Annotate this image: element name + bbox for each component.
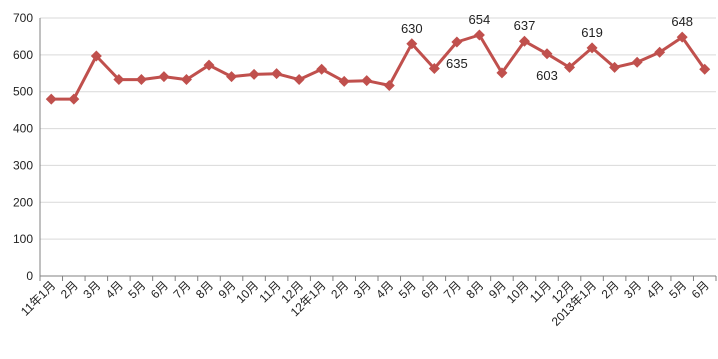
data-point [451,36,463,48]
data-point [271,68,283,80]
data-point [406,38,418,50]
x-tick-label: 8月 [193,278,216,301]
data-point [496,67,508,79]
data-label: 648 [671,14,693,29]
data-point [361,75,373,87]
data-label: 635 [446,56,468,71]
x-tick-label: 3月 [80,278,103,301]
x-tick-label: 2月 [58,278,81,301]
x-tick-label: 3月 [621,278,644,301]
data-point [609,61,621,73]
data-point [180,74,192,86]
x-tick-label: 11月 [257,278,284,305]
x-tick-label: 7月 [441,278,464,301]
x-tick-label: 6月 [418,278,441,301]
data-point [68,93,80,105]
data-point [428,62,440,74]
data-point [248,68,260,80]
data-point [293,74,305,86]
x-tick-label: 5月 [396,278,419,301]
data-point [631,56,643,68]
data-point [541,48,553,60]
x-tick-label: 10月 [233,278,261,306]
y-tick-label: 0 [26,269,33,283]
x-tick-label: 4月 [103,278,126,301]
x-tick-label: 5月 [666,278,689,301]
x-tick-label: 7月 [170,278,193,301]
data-point [316,63,328,75]
data-label: 603 [536,68,558,83]
data-point [158,71,170,83]
data-label: 654 [469,12,491,27]
data-point [226,71,238,83]
x-tick-label: 3月 [351,278,374,301]
x-tick-label: 11年1月 [18,278,58,318]
data-point [203,59,215,71]
data-point [135,74,147,86]
data-point [654,46,666,58]
data-point [90,50,102,62]
data-point [586,42,598,54]
data-point [699,63,711,75]
x-tick-label: 2月 [599,278,622,301]
y-tick-label: 100 [13,232,33,246]
y-tick-label: 700 [13,11,33,25]
x-tick-label: 4月 [644,278,667,301]
data-point [473,29,485,41]
y-tick-label: 400 [13,122,33,136]
y-tick-label: 500 [13,85,33,99]
data-point [338,75,350,87]
data-point [676,31,688,43]
data-point [113,74,125,86]
x-tick-label: 5月 [125,278,148,301]
y-tick-label: 300 [13,158,33,172]
y-tick-label: 600 [13,48,33,62]
data-point [45,93,57,105]
x-tick-label: 6月 [148,278,171,301]
data-point [564,61,576,73]
x-tick-label: 6月 [689,278,712,301]
x-tick-label: 4月 [373,278,396,301]
data-label: 630 [401,21,423,36]
data-label: 619 [581,25,603,40]
data-label: 637 [514,18,536,33]
x-tick-label: 11月 [527,278,554,305]
y-tick-label: 200 [13,195,33,209]
data-point [383,79,395,91]
x-tick-label: 2月 [328,278,351,301]
x-tick-label: 10月 [504,278,532,306]
data-point [518,35,530,47]
x-tick-label: 8月 [463,278,486,301]
series-line [51,33,706,101]
